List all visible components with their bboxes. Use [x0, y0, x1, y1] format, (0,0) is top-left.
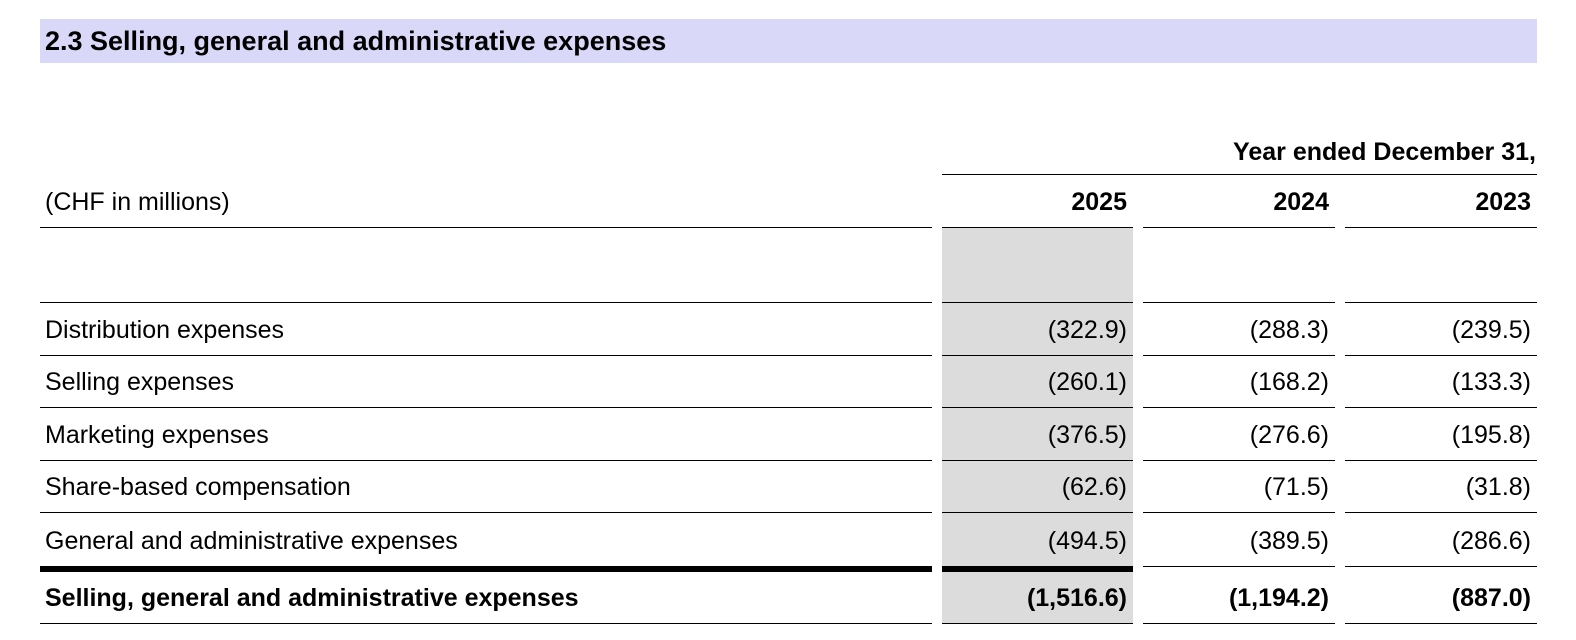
total-value-2023: (887.0)	[1345, 566, 1537, 624]
value-2023: (286.6)	[1451, 526, 1531, 555]
unit-label: (CHF in millions)	[40, 175, 932, 228]
empty-2025-cell	[942, 228, 1133, 303]
value-2024: (276.6)	[1143, 408, 1335, 461]
value-2023: (239.5)	[1345, 303, 1537, 356]
total-value-2025: (1,516.6)	[942, 566, 1133, 624]
value-2024: (288.3)	[1143, 303, 1335, 356]
empty-2024-cell	[1143, 228, 1335, 303]
value-2025: (62.6)	[942, 461, 1133, 513]
value-2025: (494.5)	[942, 513, 1133, 566]
year-header-2025: 2025	[942, 175, 1133, 228]
value-2025: (260.1)	[942, 356, 1133, 408]
empty-label-cell	[40, 228, 932, 303]
period-header: Year ended December 31,	[942, 130, 1537, 175]
value-2025: (376.5)	[942, 408, 1133, 461]
row-label: Marketing expenses	[40, 408, 932, 461]
value-2023: (195.8)	[1345, 408, 1537, 461]
total-value-2024: (1,194.2)	[1143, 566, 1335, 624]
total-label: Selling, general and administrative expe…	[40, 566, 932, 624]
value-2023: (31.8)	[1345, 461, 1537, 513]
row-label: General and administrative expenses	[45, 526, 458, 555]
year-header-2023: 2023	[1345, 175, 1537, 228]
value-2024: (168.2)	[1143, 356, 1335, 408]
empty-2023-cell	[1345, 228, 1537, 303]
value-2024: (389.5)	[1249, 526, 1329, 555]
row-label: Selling expenses	[40, 356, 932, 408]
section-header-band: 2.3 Selling, general and administrative …	[40, 19, 1537, 63]
section-title: 2.3 Selling, general and administrative …	[45, 25, 667, 56]
value-2023: (133.3)	[1345, 356, 1537, 408]
value-2025: (322.9)	[942, 303, 1133, 356]
sga-expenses-table: Year ended December 31, (CHF in millions…	[40, 130, 1537, 624]
year-header-2024: 2024	[1143, 175, 1335, 228]
row-label: Share-based compensation	[40, 461, 932, 513]
period-header-spacer	[40, 130, 932, 175]
row-label: Distribution expenses	[40, 303, 932, 356]
value-2024: (71.5)	[1143, 461, 1335, 513]
